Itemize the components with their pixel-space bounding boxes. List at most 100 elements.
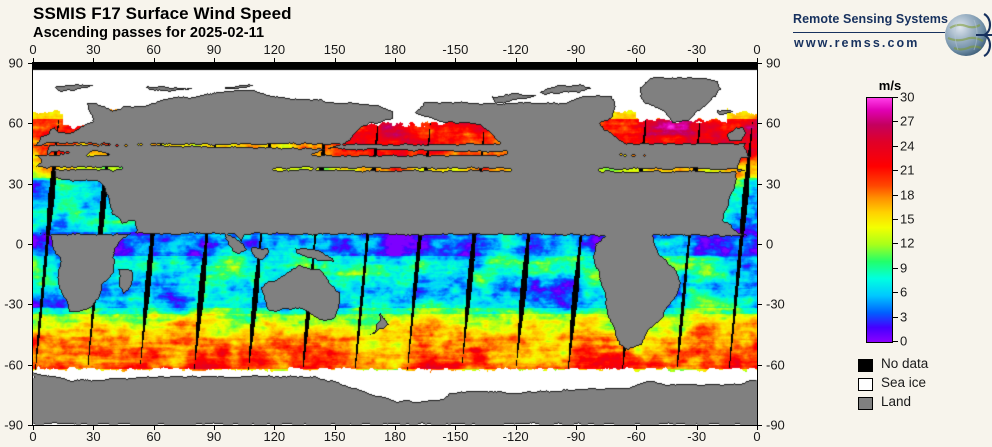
colorbar-tick-label: 15: [900, 211, 915, 227]
colorbar-tick-mark: [892, 146, 898, 147]
legend-label: Sea ice: [881, 375, 927, 390]
logo-website-url: www.remss.com: [794, 36, 920, 50]
legend-swatch: [858, 359, 873, 372]
lon-tick-mark: [515, 425, 517, 430]
page-subtitle: Ascending passes for 2025-02-11: [33, 25, 265, 41]
remss-logo: Remote Sensing Systems www.remss.com: [793, 10, 992, 62]
lon-tick-label-top: 0: [29, 42, 37, 57]
lon-tick-mark: [395, 425, 396, 430]
lat-tick-mark: [28, 123, 33, 125]
colorbar-tick-mark: [892, 170, 898, 171]
lat-tick-label-right: 90: [766, 55, 781, 71]
lat-tick-mark: [28, 304, 33, 306]
colorbar-tick-label: 21: [900, 162, 915, 178]
lon-tick-mark: [576, 58, 577, 63]
lon-tick-label-top: 0: [753, 42, 761, 57]
colorbar-tick-mark: [892, 195, 898, 196]
lon-tick-label-top: 120: [263, 42, 286, 57]
lon-tick-mark: [455, 425, 457, 430]
lon-tick-mark: [93, 425, 95, 430]
lat-tick-label-left: 30: [8, 176, 23, 192]
lat-tick-label-right: 30: [766, 176, 781, 192]
lat-tick-mark: [28, 244, 33, 245]
lat-tick-mark: [757, 304, 762, 306]
colorbar-tick-mark: [892, 121, 898, 122]
colorbar-tick-label: 6: [900, 284, 908, 300]
logo-divider: [793, 32, 945, 33]
lat-tick-label-right: -60: [766, 357, 785, 373]
lon-tick-mark: [274, 58, 276, 63]
colorbar-tick-mark: [892, 341, 898, 342]
lat-tick-mark: [757, 63, 762, 64]
lat-tick-label-left: -30: [4, 296, 23, 312]
lon-tick-label-bottom: 90: [206, 429, 222, 444]
colorbar-tick-mark: [892, 219, 898, 220]
lat-tick-label-left: 60: [8, 115, 23, 131]
lon-tick-label-top: 180: [384, 42, 406, 57]
colorbar-tick-label: 12: [900, 235, 915, 251]
lat-tick-label-right: 0: [766, 236, 774, 252]
colorbar-tick-label: 9: [900, 260, 908, 276]
lon-tick-label-bottom: 0: [753, 429, 761, 444]
lat-tick-label-left: -90: [4, 417, 23, 433]
lon-tick-mark: [153, 425, 155, 430]
lat-tick-mark: [757, 123, 762, 125]
lon-tick-mark: [696, 425, 698, 430]
lon-tick-mark: [334, 425, 336, 430]
lon-tick-label-top: -150: [442, 42, 469, 57]
lat-tick-mark: [757, 425, 762, 426]
colorbar-tick-mark: [892, 243, 898, 244]
lon-tick-label-bottom: -60: [626, 429, 646, 444]
lat-tick-mark: [28, 183, 33, 185]
lon-tick-label-top: -30: [687, 42, 707, 57]
lon-tick-label-bottom: 120: [263, 429, 286, 444]
lat-tick-label-right: 60: [766, 115, 781, 131]
lat-tick-label-left: 90: [8, 55, 23, 71]
globe-icon: [945, 13, 992, 57]
colorbar-tick-label: 18: [900, 187, 915, 203]
lon-tick-label-top: -60: [626, 42, 646, 57]
lon-tick-label-bottom: 30: [86, 429, 101, 444]
lon-tick-label-top: -120: [502, 42, 529, 57]
lon-tick-mark: [455, 58, 457, 63]
lat-tick-label-left: -60: [4, 357, 23, 373]
lon-tick-mark: [757, 58, 758, 63]
lon-tick-mark: [153, 58, 155, 63]
colorbar-tick-mark: [892, 317, 898, 318]
lon-tick-mark: [93, 58, 95, 63]
colorbar-tick-mark: [892, 268, 898, 269]
lon-tick-label-bottom: 0: [29, 429, 37, 444]
lon-tick-label-bottom: 60: [146, 429, 161, 444]
lon-tick-label-top: 30: [86, 42, 101, 57]
lon-tick-label-bottom: 150: [323, 429, 346, 444]
lon-tick-mark: [214, 58, 215, 63]
lon-tick-mark: [214, 425, 215, 430]
lon-tick-mark: [395, 58, 396, 63]
colorbar-unit-label: m/s: [878, 78, 902, 93]
colorbar-tick-mark: [892, 292, 898, 293]
lon-tick-mark: [636, 58, 638, 63]
lon-tick-label-top: 150: [323, 42, 346, 57]
lon-tick-label-bottom: -150: [442, 429, 469, 444]
lon-tick-label-bottom: 180: [384, 429, 406, 444]
lat-tick-mark: [757, 244, 762, 245]
legend-label: No data: [881, 356, 929, 371]
legend-swatch: [858, 378, 873, 391]
page-title: SSMIS F17 Surface Wind Speed: [33, 4, 292, 23]
wind-speed-map[interactable]: [32, 62, 758, 426]
colorbar-tick-label: 27: [900, 113, 915, 129]
lon-tick-mark: [696, 58, 698, 63]
lon-tick-label-top: 60: [146, 42, 161, 57]
lon-tick-label-top: 90: [206, 42, 222, 57]
map-raster: [33, 63, 757, 425]
legend-swatch: [858, 397, 873, 410]
lon-tick-mark: [515, 58, 517, 63]
lat-tick-mark: [28, 364, 33, 366]
lat-tick-mark: [28, 425, 33, 426]
lon-tick-label-bottom: -30: [687, 429, 707, 444]
lat-tick-label-left: 0: [15, 236, 23, 252]
lat-tick-label-right: -30: [766, 296, 785, 312]
colorbar-tick-label: 24: [900, 138, 915, 154]
lon-tick-label-top: -90: [566, 42, 586, 57]
lon-tick-mark: [274, 425, 276, 430]
